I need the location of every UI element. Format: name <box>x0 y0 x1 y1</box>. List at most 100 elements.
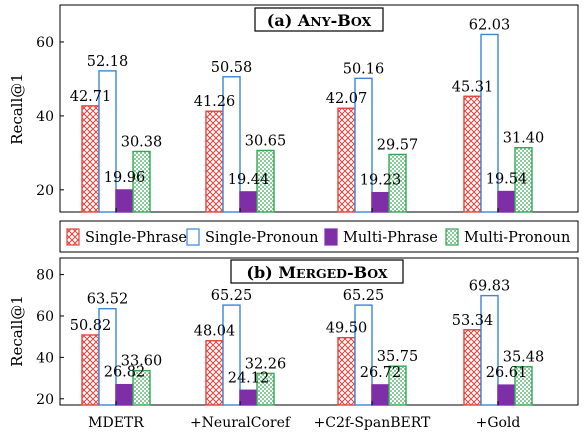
bar-multi-pronoun <box>256 372 275 406</box>
bar-single-pronoun <box>480 33 499 213</box>
title-cap: M <box>278 263 296 282</box>
bar-multi-phrase <box>371 384 390 406</box>
bar-single-pronoun <box>98 70 117 213</box>
title-cap: B <box>354 263 368 282</box>
bar-multi-pronoun <box>132 369 151 406</box>
data-label: 19.23 <box>360 173 402 189</box>
legend-label: Single-Phrase <box>85 230 187 246</box>
bar-single-phrase <box>81 334 100 406</box>
x-axis-ticks <box>115 208 499 212</box>
legend-swatch <box>186 228 200 246</box>
data-label: 65.25 <box>211 288 253 304</box>
data-label: 45.31 <box>452 79 494 95</box>
y-axis-ticks: 20 40 60 80 <box>36 268 64 408</box>
y-tick-label: 40 <box>36 350 54 366</box>
data-label: 65.25 <box>343 288 385 304</box>
data-label: 52.18 <box>87 54 129 70</box>
value-labels: 42.71 52.18 19.96 30.38 41.26 50.58 19.44 30.65… <box>70 17 545 188</box>
bar-single-phrase <box>205 110 224 213</box>
x-tick-label: MDETR <box>88 415 144 431</box>
chart-title: (a) ANY-BOX <box>254 7 384 32</box>
y-tick-label: 20 <box>36 392 54 408</box>
y-axis-ticks: 20 40 60 <box>36 35 64 199</box>
bar-multi-phrase <box>115 189 134 213</box>
data-label: 24.12 <box>228 370 270 386</box>
title-cap: A <box>297 11 311 30</box>
bar-single-phrase <box>337 107 356 213</box>
data-label: 53.34 <box>452 313 494 329</box>
y-tick-label: 20 <box>36 183 54 199</box>
y-tick-label: 60 <box>36 309 54 325</box>
bar-single-pronoun <box>354 77 373 213</box>
bar-multi-pronoun <box>256 149 275 213</box>
bar-single-pronoun <box>222 76 241 213</box>
y-tick-label: 60 <box>36 35 54 51</box>
title-small: NY <box>310 14 331 29</box>
bar-multi-phrase <box>497 190 516 213</box>
title-small: OX <box>351 14 372 29</box>
x-tick-label: +NeuralCoref <box>190 415 292 431</box>
data-label: 41.26 <box>194 94 236 110</box>
data-label: 35.75 <box>377 349 419 365</box>
legend-label: Single-Pronoun <box>205 230 318 246</box>
chart-panel-any-box: Recall@1 20 40 60 42.71 52.18 19.96 30.38 41.2… <box>8 4 579 213</box>
bars <box>81 294 533 406</box>
bar-multi-phrase <box>239 389 258 406</box>
title-box <box>230 259 404 284</box>
legend-item-multi-phrase: Multi-Phrase <box>324 228 438 246</box>
bar-multi-pronoun <box>132 150 151 213</box>
legend-swatch <box>445 228 459 246</box>
bar-single-phrase <box>463 95 482 213</box>
plot-frame <box>59 257 579 406</box>
bars <box>81 33 533 213</box>
legend-swatch <box>66 228 80 246</box>
data-label: 19.44 <box>228 172 270 188</box>
title-cap: B <box>337 11 351 30</box>
y-tick-label: 80 <box>36 268 54 284</box>
data-label: 42.07 <box>326 91 368 107</box>
data-label: 31.40 <box>503 131 545 147</box>
bar-multi-pronoun <box>388 153 407 213</box>
y-axis-label: Recall@1 <box>8 295 26 367</box>
data-label: 30.38 <box>121 134 163 150</box>
data-label: 42.71 <box>70 89 112 105</box>
data-label: 19.96 <box>104 170 146 186</box>
chart-title: (b) MERGED-BOX <box>230 259 404 284</box>
y-axis-label: Recall@1 <box>8 73 26 145</box>
bar-single-pronoun <box>98 307 117 406</box>
data-label: 62.03 <box>469 17 511 33</box>
title-small: ERGED <box>296 266 347 281</box>
title-prefix: (b) <box>246 263 272 282</box>
data-label: 69.83 <box>469 279 511 295</box>
bar-multi-phrase <box>115 383 134 406</box>
bar-single-phrase <box>463 329 482 406</box>
data-label: 50.58 <box>211 60 253 76</box>
plot-frame <box>59 4 579 213</box>
bar-single-pronoun <box>354 304 373 406</box>
bar-multi-phrase <box>497 384 516 406</box>
bar-multi-pronoun <box>514 366 533 406</box>
bar-multi-phrase <box>239 191 258 213</box>
legend-label: Multi-Phrase <box>343 230 438 246</box>
bar-multi-pronoun <box>388 365 407 406</box>
svg-text:(b) MERGED-BOX: (b) MERGED-BOX <box>246 263 387 282</box>
data-label: 30.65 <box>245 133 287 149</box>
data-label: 32.26 <box>245 356 287 372</box>
data-label: 19.54 <box>486 172 528 188</box>
data-label: 33.60 <box>121 354 163 370</box>
title-prefix: (a) <box>267 11 293 30</box>
title-small: OX <box>367 266 388 281</box>
data-label: 63.52 <box>87 292 129 308</box>
title-dash: - <box>347 263 354 282</box>
bar-single-pronoun <box>480 294 499 406</box>
legend-item-single-phrase: Single-Phrase <box>66 228 187 246</box>
bar-single-pronoun <box>222 304 241 406</box>
legend-item-multi-pronoun: Multi-Pronoun <box>445 228 570 246</box>
legend-swatch <box>324 228 338 246</box>
bar-single-phrase <box>81 105 100 213</box>
data-label: 26.61 <box>486 365 528 381</box>
x-axis-tick-labels: MDETR +NeuralCoref +C2f-SpanBERT +Gold <box>88 401 520 431</box>
